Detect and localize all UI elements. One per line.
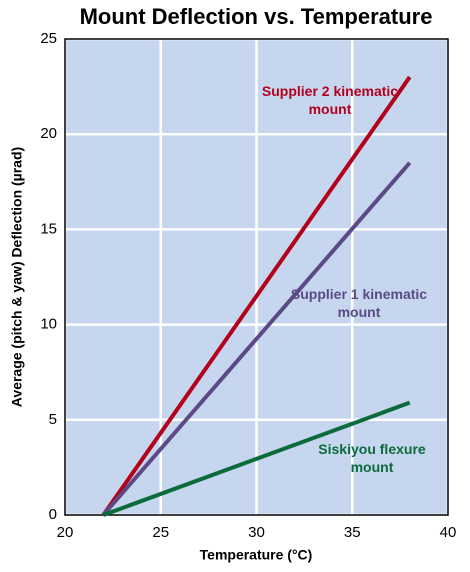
- plot-border: [64, 38, 449, 516]
- x-tick-label: 25: [152, 524, 169, 541]
- y-tick-label: 5: [49, 411, 57, 428]
- y-tick-label: 15: [40, 220, 57, 237]
- x-tick-label: 20: [57, 524, 74, 541]
- chart-title: Mount Deflection vs. Temperature: [80, 4, 433, 29]
- series-line: [101, 161, 412, 517]
- y-tick-label: 20: [40, 125, 57, 142]
- x-tick-label: 30: [248, 524, 265, 541]
- y-tick-label: 0: [49, 506, 57, 523]
- y-tick-label: 25: [40, 30, 57, 47]
- x-tick-label: 40: [440, 524, 457, 541]
- x-axis-label: Temperature (°C): [200, 547, 313, 563]
- series-label: Supplier 1 kinematic mount: [290, 286, 428, 320]
- y-tick-label: 10: [40, 316, 57, 333]
- series-line: [102, 400, 411, 517]
- series-line: [101, 75, 412, 517]
- series-label: Supplier 2 kinematic mount: [261, 83, 399, 117]
- y-axis-label: Average (pitch & yaw) Deflection (µrad): [9, 147, 25, 407]
- series-label: Siskiyou flexure mount: [318, 441, 426, 475]
- x-tick-label: 35: [344, 524, 361, 541]
